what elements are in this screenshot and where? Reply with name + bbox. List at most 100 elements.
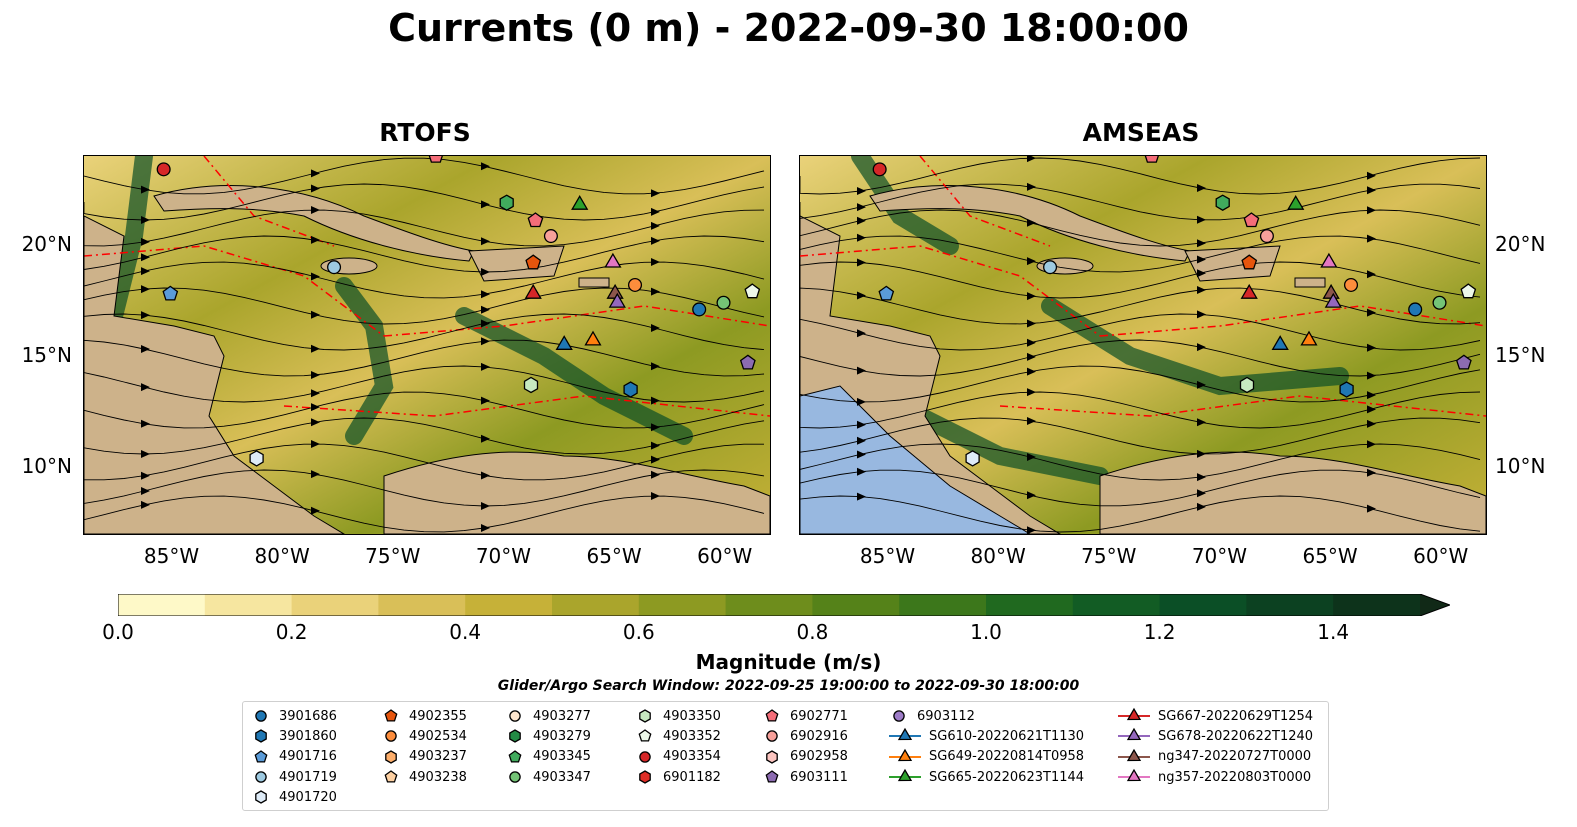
streamline-arrow	[1367, 405, 1376, 414]
streamline-arrow	[481, 362, 490, 371]
legend-marker-shape	[638, 729, 652, 742]
streamline	[800, 313, 1481, 351]
streamline-arrow	[481, 502, 490, 510]
observation-marker	[555, 335, 573, 350]
streamline-arrow	[481, 305, 490, 314]
x-tick-label: 65°W	[586, 544, 642, 568]
legend-marker-shape	[509, 771, 521, 783]
streamline	[800, 235, 1481, 273]
streamline	[84, 443, 764, 481]
observation-marker	[739, 354, 756, 370]
streamline-arrow	[481, 337, 490, 346]
observation-marker	[1240, 283, 1258, 299]
x-tick-label: 75°W	[365, 544, 421, 568]
legend-column: 6902771 6902916 6902958 6903111	[762, 706, 848, 787]
legend-entry: 4903347	[505, 767, 591, 787]
streamline-arrow	[1197, 449, 1206, 458]
streamline-arrow	[1197, 215, 1206, 224]
observation-marker	[1259, 229, 1274, 244]
streamline-arrow	[857, 450, 866, 459]
streamline-arrow	[141, 487, 150, 495]
streamline-arrow	[857, 187, 866, 195]
colorbar-tick-label: 0.4	[449, 620, 482, 644]
observation-marker	[1455, 354, 1472, 370]
streamline-arrow	[481, 200, 490, 209]
observation-marker	[1339, 381, 1354, 398]
legend-marker	[1118, 768, 1150, 782]
eez-boundary	[84, 245, 385, 337]
streamline	[800, 261, 1481, 299]
streamline-arrow	[857, 492, 866, 501]
streamline	[800, 339, 1481, 377]
legend-label: 4901719	[279, 769, 337, 785]
streamline-arrow	[1367, 206, 1376, 215]
legend-entry: 4903279	[505, 726, 591, 746]
legend-marker	[889, 748, 921, 761]
streamline	[84, 365, 765, 403]
observation-marker	[327, 260, 342, 275]
streamline-arrow	[651, 324, 660, 332]
observation-marker	[584, 330, 602, 346]
strong-current-band	[851, 156, 959, 255]
legend-entry: SG665-20220623T1144	[889, 767, 1084, 787]
streamline-arrow	[141, 450, 150, 458]
legend-marker-shape	[766, 749, 778, 764]
legend-marker	[639, 709, 651, 723]
streamline-arrow	[481, 396, 490, 405]
observation-marker	[872, 162, 887, 177]
streamline	[800, 157, 1481, 195]
legend-marker-shape	[254, 749, 268, 763]
colorbar-segment	[204, 594, 293, 616]
streamline-arrow	[1197, 239, 1206, 248]
legend-column: 6903112 SG610-20220621T1130 SG649-20220814…	[889, 706, 1084, 787]
legend-label: 4903352	[663, 728, 721, 744]
central-america-land	[84, 215, 345, 534]
legend-entry: 4901720	[251, 787, 337, 807]
streamline-arrow	[1197, 184, 1206, 192]
legend-marker	[509, 771, 521, 783]
x-tick-label: 60°W	[697, 544, 753, 568]
observation-marker	[499, 194, 514, 211]
legend-label: 6902771	[790, 708, 848, 724]
legend-label: 4903350	[663, 708, 721, 724]
observation-marker	[1043, 260, 1058, 275]
legend-entry: 6903111	[762, 767, 848, 787]
streamline	[84, 261, 765, 299]
streamline-arrow	[1197, 286, 1206, 294]
legend-label: SG678-20220622T1240	[1158, 728, 1314, 744]
streamline-arrow	[651, 441, 660, 450]
legend-label: 4902534	[409, 728, 467, 744]
streamline-arrow	[1027, 292, 1036, 301]
map-canvas-rtofs	[84, 156, 770, 534]
streamline-arrow	[857, 216, 866, 225]
colorbar-tick-label: 1.4	[1317, 620, 1350, 644]
streamline-arrow	[1027, 182, 1036, 191]
legend-entry: 6901182	[635, 767, 721, 787]
streamline-arrow	[651, 423, 660, 432]
streamline-arrow	[311, 272, 320, 281]
streamline	[800, 183, 1481, 221]
streamline-arrow	[1027, 319, 1036, 328]
legend-marker-shape	[1126, 748, 1142, 761]
streamline-arrow	[481, 162, 490, 171]
colorbar-tick-label: 0.8	[796, 620, 829, 644]
streamline-arrow	[1027, 367, 1036, 376]
observation-marker	[1343, 277, 1359, 292]
observation-marker	[1215, 194, 1230, 211]
streamline-arrow	[311, 184, 320, 193]
colorbar	[117, 593, 1452, 617]
observation-marker	[527, 212, 544, 228]
legend-marker	[508, 749, 522, 763]
cuba-land	[869, 185, 1191, 262]
streamline	[84, 209, 765, 247]
observation-marker	[1320, 252, 1338, 268]
streamline-arrow	[481, 319, 490, 328]
observation-marker	[1243, 212, 1260, 228]
eez-boundary	[919, 156, 1051, 247]
legend-entry: 6903112	[889, 706, 1084, 726]
legend-entry: 4901716	[251, 747, 337, 767]
streamline-arrow	[311, 206, 320, 214]
streamline	[800, 365, 1481, 403]
legend-marker-shape	[385, 730, 397, 743]
streamline	[800, 469, 1481, 507]
